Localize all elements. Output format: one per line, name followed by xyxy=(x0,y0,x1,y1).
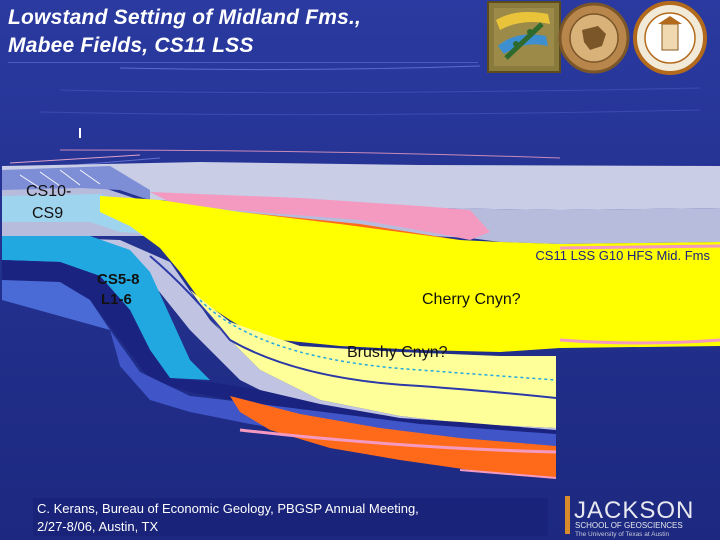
cs10-cs9-unit xyxy=(2,166,150,200)
economic-geology-seal-icon xyxy=(558,2,630,74)
pale-yellow-lobe xyxy=(190,290,556,428)
ut-geological-sciences-seal-icon xyxy=(633,1,707,75)
label-cs11: CS11 LSS G10 HFS Mid. Fms xyxy=(535,248,710,263)
credit-line-2: 2/27-8/06, Austin, TX xyxy=(37,519,159,534)
yellow-wedge xyxy=(100,196,720,352)
label-cs10: CS10- xyxy=(26,183,71,200)
label-brushy-canyon: Brushy Cnyn? xyxy=(347,344,448,361)
label-cs9: CS9 xyxy=(32,205,63,222)
logo-university-text: The University of Texas at Austin xyxy=(575,531,670,538)
label-cs5-8: CS5-8 xyxy=(97,271,140,288)
blue-wedge xyxy=(2,280,110,330)
pink-unit xyxy=(150,192,490,240)
cs5-8-cyan-unit xyxy=(2,236,210,380)
label-l1-6: L1-6 xyxy=(101,291,132,308)
seismic-reflectors xyxy=(9,65,701,169)
title-line-2: Mabee Fields, CS11 LSS xyxy=(8,34,254,57)
bureau-map-logo-icon xyxy=(487,1,561,73)
title-line-1: Lowstand Setting of Midland Fms., xyxy=(8,6,362,29)
logo-strip xyxy=(487,1,707,75)
credit-line-1: C. Kerans, Bureau of Economic Geology, P… xyxy=(37,501,419,516)
jackson-school-logo-icon: JACKSON SCHOOL OF GEOSCIENCES The Univer… xyxy=(565,496,694,538)
orange-lower-band xyxy=(230,396,556,478)
label-cherry-canyon: Cherry Cnyn? xyxy=(422,291,521,308)
logo-school-text: SCHOOL OF GEOSCIENCES xyxy=(575,521,683,530)
credit-box: C. Kerans, Bureau of Economic Geology, P… xyxy=(33,498,548,536)
title-rule xyxy=(8,62,478,63)
slide-title: Lowstand Setting of Midland Fms., Mabee … xyxy=(8,4,361,60)
logo-jackson-text: JACKSON xyxy=(574,497,694,524)
